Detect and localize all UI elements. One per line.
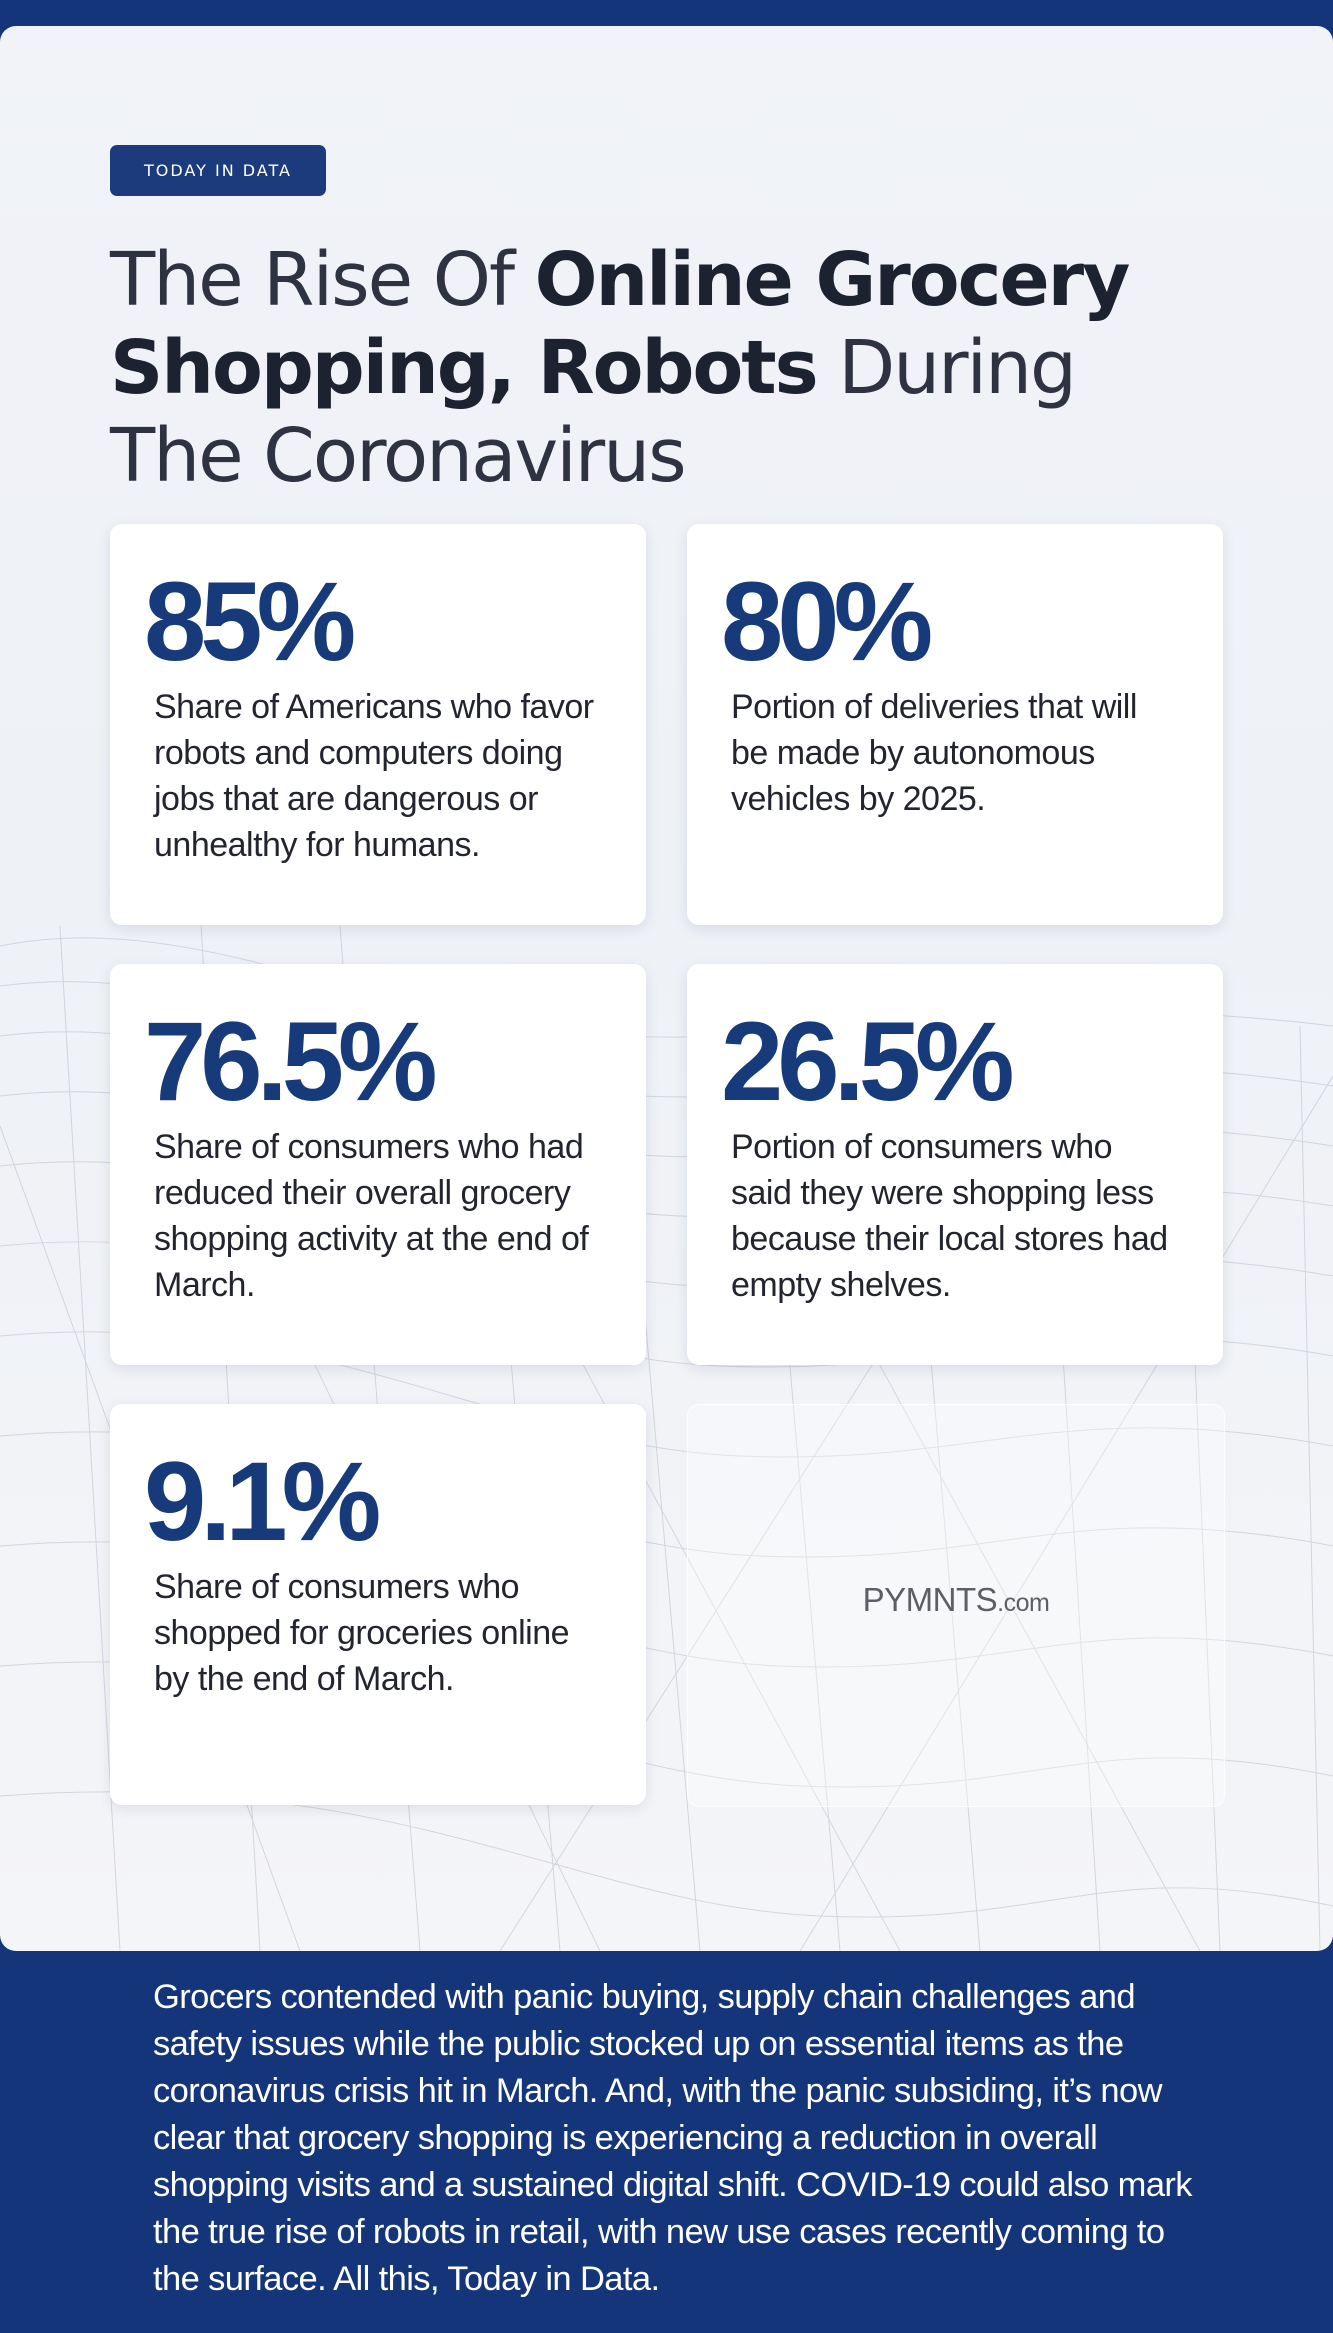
- logo-suffix: .com: [997, 1589, 1050, 1617]
- stat-card: 85% Share of Americans who favor robots …: [110, 524, 646, 925]
- logo-name: PYMNTS: [862, 1581, 998, 1618]
- title-bold: Online Grocery Shopping, Robots: [110, 237, 1130, 411]
- title-part-1: The Rise Of: [110, 237, 535, 323]
- stat-card: 80% Portion of deliveries that will be m…: [687, 524, 1223, 925]
- title-part-2: During The Coronavirus: [110, 325, 1077, 499]
- stat-card: 26.5% Portion of consumers who said they…: [687, 964, 1223, 1365]
- stat-card: 9.1% Share of consumers who shopped for …: [110, 1404, 646, 1805]
- stat-description: Portion of consumers who said they were …: [731, 1128, 1168, 1304]
- stat-value: 26.5%: [721, 999, 1015, 1124]
- stat-card: 76.5% Share of consumers who had reduced…: [110, 964, 646, 1365]
- stat-description: Share of consumers who shopped for groce…: [154, 1568, 570, 1698]
- stat-description: Share of consumers who had reduced their…: [154, 1128, 589, 1304]
- page-title: The Rise Of Online Grocery Shopping, Rob…: [110, 236, 1210, 500]
- stat-value: 9.1%: [144, 1439, 381, 1564]
- stat-value: 80%: [721, 559, 933, 684]
- stat-value: 85%: [144, 559, 356, 684]
- pymnts-logo[interactable]: PYMNTS.com: [688, 1581, 1224, 1619]
- footer-summary: Grocers contended with panic buying, sup…: [153, 1978, 1193, 2298]
- stat-value: 76.5%: [144, 999, 438, 1124]
- stat-description: Share of Americans who favor robots and …: [154, 688, 594, 864]
- stat-description: Portion of deliveries that will be made …: [731, 688, 1137, 818]
- logo-card: PYMNTS.com: [687, 1404, 1225, 1807]
- content-panel: TODAY IN DATA The Rise Of Online Grocery…: [0, 26, 1333, 1951]
- today-in-data-badge: TODAY IN DATA: [110, 145, 326, 196]
